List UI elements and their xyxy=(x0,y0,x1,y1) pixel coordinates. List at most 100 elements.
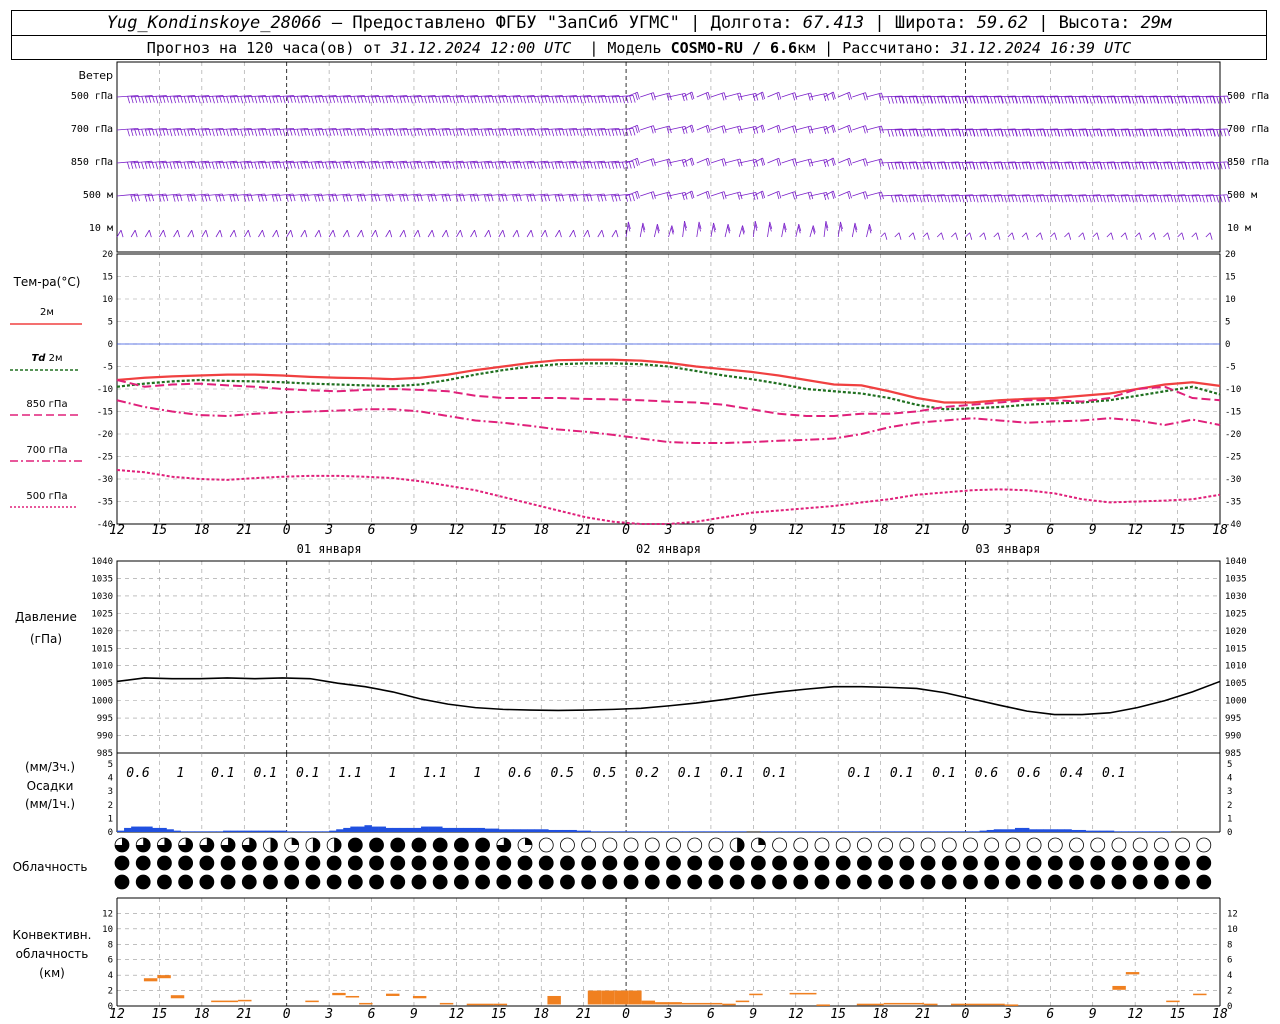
precip-bar xyxy=(343,827,351,832)
conv-tick-left: 0 xyxy=(108,1002,113,1012)
precip-bar xyxy=(809,831,818,832)
precip-3h-sum: 1 xyxy=(389,766,397,781)
wind-barb xyxy=(540,229,548,238)
pressure-tick-left: 1040 xyxy=(91,557,113,567)
wind-barb xyxy=(809,225,816,238)
pressure-tick-left: 1035 xyxy=(91,574,113,584)
wind-barb xyxy=(838,157,852,167)
wind-barb xyxy=(1191,95,1216,104)
cloud-cover-icon xyxy=(878,855,894,871)
precip-bar xyxy=(428,826,436,832)
wind-barb xyxy=(144,229,152,238)
cloud-cover-icon xyxy=(390,855,406,871)
time-axis-tick-label-bottom: 3 xyxy=(324,1007,333,1022)
cloud-cover-icon xyxy=(326,837,342,853)
convective-title-1: Конвективн. xyxy=(13,928,92,942)
calculated-time: 31.12.2024 16:39 UTC xyxy=(950,39,1132,57)
precip-bar xyxy=(385,827,394,832)
wind-barb xyxy=(838,91,852,101)
wind-barb xyxy=(965,232,973,240)
precip-bar xyxy=(159,827,167,832)
wind-barb xyxy=(979,128,1004,137)
cloud-cover-icon xyxy=(941,874,957,890)
precip-bar xyxy=(477,827,485,832)
convective-title-2: облачность xyxy=(16,947,89,961)
cloud-cover-icon xyxy=(1111,874,1127,890)
cloud-cover-icon xyxy=(1090,837,1106,853)
precip-bar xyxy=(831,831,839,832)
cloud-cover-icon xyxy=(772,874,787,890)
precip-bar xyxy=(802,831,811,832)
precip-bar xyxy=(1163,831,1171,832)
cloud-cover-icon xyxy=(369,874,384,890)
wind-barb xyxy=(696,190,711,200)
temp-tick-right: 10 xyxy=(1225,295,1236,305)
precip-bar xyxy=(300,831,309,832)
cloud-cover-icon xyxy=(560,874,575,890)
time-axis-tick-label-bottom: 6 xyxy=(368,1007,376,1022)
convective-bar xyxy=(1193,993,1207,996)
temp-tick-left: 0 xyxy=(108,340,113,350)
pressure-tick-right: 1025 xyxy=(1225,609,1247,619)
precip-bar xyxy=(908,831,917,832)
precip-bar xyxy=(1128,831,1136,832)
wind-barb xyxy=(1064,128,1089,137)
cloud-cover-icon xyxy=(284,874,300,890)
precip-bar xyxy=(824,831,832,832)
header-row-forecast: Прогноз на 120 часа(ов) от 31.12.2024 12… xyxy=(12,36,1266,60)
wind-barb xyxy=(1036,95,1061,104)
precip-bar xyxy=(138,826,146,832)
wind-barb xyxy=(611,95,636,104)
cloud-cover-icon xyxy=(220,855,236,871)
time-axis-tick-label-bottom: 9 xyxy=(1089,1007,1097,1022)
precip-bar xyxy=(788,831,797,832)
convective-bar xyxy=(587,990,602,1005)
time-axis-tick-label-bottom: 15 xyxy=(491,1007,507,1022)
cloud-cover-icon xyxy=(390,837,406,853)
wind-barb xyxy=(951,161,976,170)
cloud-cover-icon xyxy=(411,837,427,853)
pressure-tick-left: 1000 xyxy=(91,697,113,707)
convective-bar xyxy=(345,995,360,998)
temp-series-line xyxy=(116,358,1221,404)
precip-axis-unit-3h: (мм/3ч.) xyxy=(25,760,75,774)
cloud-cover-icon xyxy=(496,855,512,871)
wind-barb xyxy=(936,232,944,240)
wind-barb xyxy=(767,91,782,101)
precip-bar xyxy=(498,829,507,832)
precip-bar xyxy=(661,831,669,832)
precip-bar xyxy=(329,830,337,832)
temp-tick-right: -20 xyxy=(1225,430,1241,440)
wind-barb xyxy=(286,229,294,238)
cloudiness-title: Облачность xyxy=(13,860,88,874)
temperature-panel: 20 20 15 15 10 10 5 5 0 0 -5 -5 -10 -10 -15 -15 -20 -20 -2… xyxy=(97,250,1242,530)
cloud-cover-icon xyxy=(1111,855,1127,871)
precip-bar xyxy=(180,831,189,832)
wind-barb xyxy=(908,128,933,137)
time-axis-tick-label: 3 xyxy=(664,523,673,538)
time-axis-tick-label-bottom: 9 xyxy=(749,1007,757,1022)
wind-barb xyxy=(640,158,656,167)
convective-bar xyxy=(950,1003,965,1006)
precip-3h-sum: 0.5 xyxy=(550,766,574,781)
convective-bar xyxy=(386,993,400,996)
wind-barb xyxy=(908,232,916,240)
wind-barb xyxy=(427,229,435,238)
time-axis-tick-label-bottom: 21 xyxy=(915,1007,931,1022)
time-axis-tick-label-bottom: 3 xyxy=(1003,1007,1012,1022)
conv-tick-right: 4 xyxy=(1227,971,1232,981)
pressure-tick-right: 1000 xyxy=(1225,697,1247,707)
wind-barb xyxy=(739,159,759,168)
wind-barb xyxy=(937,128,962,137)
cloud-cover-icon xyxy=(623,874,639,890)
wind-barb xyxy=(357,229,364,238)
wind-barb xyxy=(710,222,716,238)
cloud-cover-icon xyxy=(411,855,427,871)
time-axis-tick-label-bottom: 15 xyxy=(152,1007,168,1022)
cloud-cover-icon xyxy=(750,837,766,853)
wind-barb xyxy=(456,229,463,238)
precip-3h-sum: 0.1 xyxy=(211,766,234,781)
cloud-cover-icon xyxy=(899,837,915,853)
precip-bar xyxy=(626,831,634,832)
precip-bar xyxy=(555,829,563,832)
